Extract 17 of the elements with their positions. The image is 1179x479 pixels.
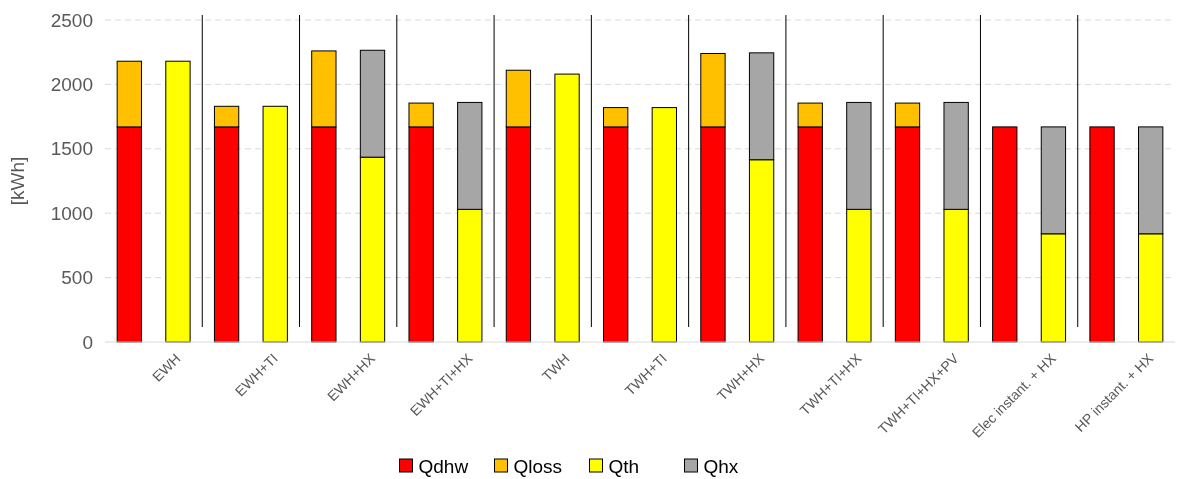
bar: [1089, 126, 1115, 343]
bar: [651, 107, 677, 343]
y-tick-label: 2500: [50, 9, 93, 31]
bar: [554, 73, 580, 343]
legend-label: Qloss: [513, 455, 563, 477]
bar: [165, 60, 191, 343]
y-tick-label: 0: [82, 331, 93, 353]
bar: [262, 105, 288, 343]
legend-label: Qdhw: [418, 455, 469, 477]
bar: [992, 126, 1018, 343]
y-tick-label: 500: [61, 267, 93, 289]
legend-label: Qth: [608, 455, 640, 477]
y-axis-title: [kWh]: [7, 156, 28, 206]
legend-label: Qhx: [703, 455, 739, 477]
y-tick-label: 1000: [50, 202, 93, 224]
y-tick-label: 1500: [50, 138, 93, 160]
y-tick-label: 2000: [50, 74, 93, 96]
